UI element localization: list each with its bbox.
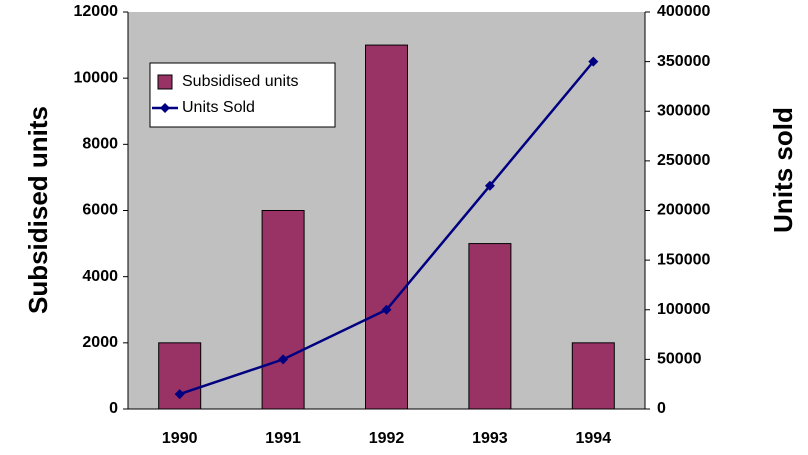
x-tick-label: 1991 <box>265 430 301 447</box>
bar <box>468 243 512 410</box>
legend-label: Units Sold <box>182 99 255 116</box>
bar <box>365 44 408 410</box>
y2-tick-label: 0 <box>657 400 666 417</box>
x-tick-label: 1990 <box>162 430 198 447</box>
y-tick-label: 10000 <box>74 69 119 86</box>
y2-tick-label: 400000 <box>657 3 710 20</box>
marker <box>278 354 289 365</box>
legend-swatch <box>157 74 173 90</box>
y2-tick-label: 50000 <box>657 351 702 368</box>
y2-tick-label: 200000 <box>657 202 710 219</box>
x-tick-label: 1993 <box>472 430 508 447</box>
y2-tick-label: 300000 <box>657 102 710 119</box>
x-tick-label: 1992 <box>369 430 405 447</box>
marker <box>484 180 495 191</box>
marker <box>381 304 392 315</box>
y-tick-label: 8000 <box>82 136 118 153</box>
y2-tick-label: 150000 <box>657 251 710 268</box>
y-axis-title: Subsidised units <box>23 106 53 314</box>
bar <box>571 342 615 410</box>
y2-tick-label: 100000 <box>657 301 710 318</box>
y-tick-label: 4000 <box>82 268 118 285</box>
x-tick-label: 1994 <box>576 430 612 447</box>
y-tick-label: 12000 <box>74 3 119 20</box>
y-tick-label: 2000 <box>82 334 118 351</box>
legend <box>149 62 336 128</box>
y-tick-label: 6000 <box>82 202 118 219</box>
marker <box>588 56 599 67</box>
y2-tick-label: 250000 <box>657 152 710 169</box>
marker <box>174 389 185 400</box>
y-tick-label: 0 <box>109 400 118 417</box>
legend-marker <box>160 103 170 113</box>
y2-tick-label: 350000 <box>657 53 710 70</box>
bar <box>261 210 305 410</box>
y2-axis-title: Units sold <box>768 107 798 233</box>
legend-label: Subsidised units <box>182 73 299 90</box>
